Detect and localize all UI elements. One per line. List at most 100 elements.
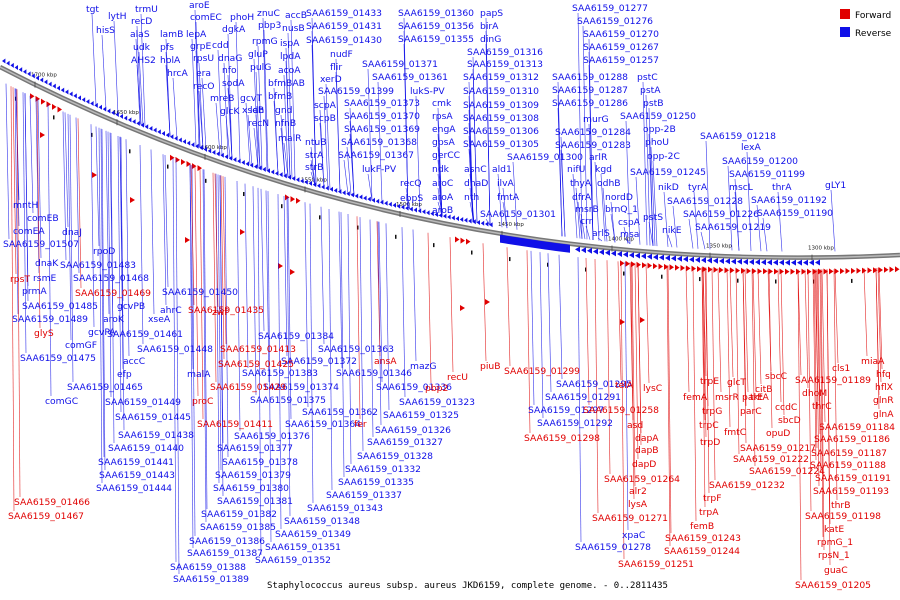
feature-marker — [737, 278, 739, 283]
gene-label-reverse: glcK — [220, 106, 240, 117]
reverse-gene-arrow — [329, 186, 333, 192]
gene-label-forward: sbcD — [778, 415, 801, 426]
leader-line — [804, 269, 809, 389]
reverse-gene-arrow — [153, 127, 157, 133]
gene-label-reverse: nikD — [658, 182, 679, 193]
gene-label-reverse: alaS — [130, 29, 150, 40]
reverse-gene-arrow — [123, 115, 128, 121]
leader-line — [506, 247, 511, 367]
gene-label-forward: hfq — [876, 369, 891, 380]
gene-label-forward: ansA — [374, 356, 397, 367]
gene-label-reverse: SAA6159_01352 — [255, 555, 331, 566]
leader-line — [12, 87, 17, 275]
gene-label-reverse: accC — [123, 356, 145, 367]
leader-line — [597, 237, 603, 242]
leader-line — [277, 194, 282, 530]
gene-label-reverse: dnaG — [218, 53, 242, 64]
gene-label-reverse: SAA6159_01444 — [96, 483, 172, 494]
gene-label-forward: SAA6159_01264 — [604, 474, 680, 485]
leader-line — [101, 34, 107, 110]
forward-gene-arrow — [735, 267, 740, 274]
gene-label-reverse: xseB — [242, 105, 264, 116]
gene-label-forward: parC — [740, 406, 762, 417]
leader-line — [878, 267, 883, 370]
leader-line — [642, 81, 648, 246]
reverse-gene-arrow — [468, 218, 472, 224]
leader-line — [162, 154, 167, 306]
gene-label-reverse: mreB — [210, 93, 234, 104]
gene-label-forward: hflX — [875, 382, 893, 393]
leader-line — [319, 122, 325, 188]
gene-label-forward: rpsT — [10, 274, 30, 285]
forward-gene-arrow — [730, 267, 735, 274]
reverse-gene-arrow — [245, 161, 249, 167]
leader-line — [235, 21, 241, 162]
reverse-gene-arrow — [111, 110, 115, 116]
reverse-gene-arrow — [791, 259, 796, 266]
gene-label-reverse: SAA6159_01277 — [572, 3, 648, 14]
gene-label-reverse: SAA6159_01218 — [700, 131, 776, 142]
leader-line — [287, 197, 292, 420]
reverse-gene-arrow — [659, 254, 664, 261]
gene-label-reverse: SAA6159_01382 — [201, 509, 277, 520]
gene-label-reverse: murG — [583, 114, 609, 125]
leader-line — [201, 77, 207, 150]
reverse-gene-arrow — [489, 222, 493, 228]
gene-label-reverse: rsmE — [33, 273, 57, 284]
leader-line — [877, 267, 882, 383]
reverse-gene-arrow — [409, 206, 413, 212]
gene-label-reverse: SAA6159_01287 — [552, 85, 628, 96]
reverse-gene-arrow — [725, 258, 730, 265]
gene-label-reverse: phoU — [645, 137, 669, 148]
forward-gene-arrow — [52, 103, 57, 110]
gene-label-forward: trpF — [703, 493, 722, 504]
gene-label-reverse: aroA — [432, 192, 454, 203]
gene-label-reverse: SAA6159_01383 — [242, 368, 318, 379]
reverse-gene-arrow — [279, 172, 283, 178]
reverse-gene-arrow — [647, 253, 652, 260]
gene-label-reverse: SAA6159_01450 — [162, 287, 238, 298]
gene-label-reverse: engA — [432, 124, 456, 135]
gene-label-reverse: comEC — [190, 12, 222, 23]
gene-label-reverse: SAA6159_01288 — [552, 72, 628, 83]
gene-label-reverse: SAA6159_01367 — [338, 150, 414, 161]
leader-line — [215, 102, 221, 155]
leader-line — [645, 263, 650, 384]
gene-label-forward: alr2 — [629, 486, 647, 497]
gene-label-reverse: pstB — [643, 98, 664, 109]
gene-label-reverse: mscL — [729, 182, 754, 193]
leader-line — [875, 267, 880, 410]
forward-gene-arrow — [845, 268, 850, 275]
leader-line — [830, 189, 836, 252]
leader-line — [826, 269, 831, 566]
leader-line — [265, 190, 270, 383]
leader-line — [110, 132, 115, 444]
leader-line — [377, 81, 383, 203]
leader-line — [227, 33, 233, 159]
leader-line — [768, 269, 773, 429]
gene-label-reverse: SAA6159_01305 — [463, 139, 539, 150]
leader-line — [47, 104, 52, 397]
leader-line — [262, 17, 268, 171]
reverse-gene-arrow — [304, 179, 308, 185]
leader-line — [257, 187, 262, 556]
leader-line — [107, 131, 112, 398]
leader-line — [667, 265, 672, 534]
forward-gene-arrow — [867, 267, 872, 274]
feature-marker — [91, 132, 93, 137]
gene-label-reverse: opp-2B — [643, 124, 676, 135]
reverse-gene-arrow — [300, 178, 304, 184]
leader-line — [225, 115, 231, 159]
forward-gene-arrow — [675, 264, 680, 271]
feature-marker — [813, 279, 815, 284]
leader-line — [757, 269, 762, 385]
gene-arrow-layer — [2, 58, 900, 325]
leader-line — [236, 181, 241, 432]
leader-line — [530, 250, 535, 406]
leader-line — [310, 159, 316, 186]
leader-line — [75, 117, 80, 274]
gene-label-reverse: nifU — [567, 164, 585, 175]
reverse-gene-arrow — [6, 60, 10, 66]
reverse-gene-arrow — [249, 162, 254, 168]
leader-line — [95, 126, 100, 247]
